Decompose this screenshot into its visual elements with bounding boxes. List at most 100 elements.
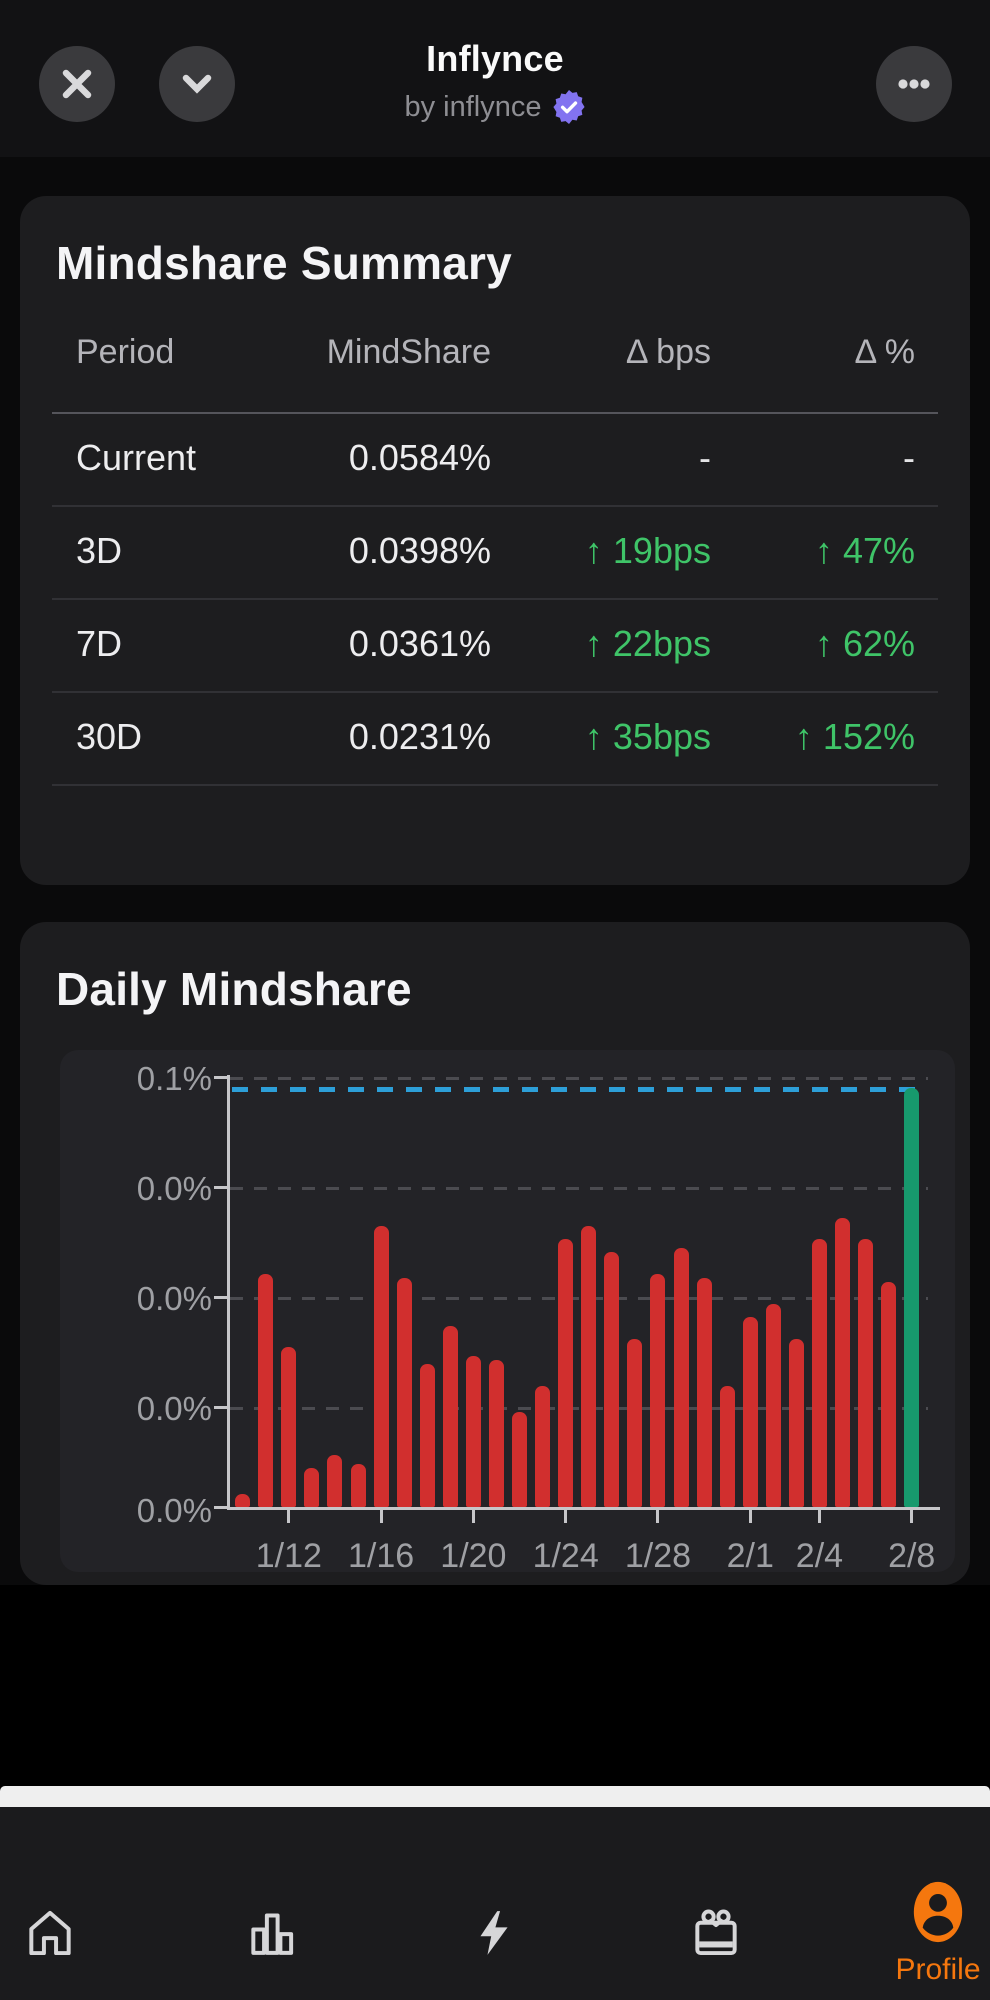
nav-item-leaderboard[interactable] bbox=[207, 1905, 337, 1961]
chart-bar bbox=[765, 1303, 781, 1507]
chevron-down-icon bbox=[182, 74, 212, 94]
chart-bar bbox=[419, 1364, 435, 1507]
column-header-period: Period bbox=[76, 332, 175, 371]
x-tick-label: 2/1 bbox=[726, 1537, 774, 1575]
cell-delta-bps: - bbox=[699, 437, 711, 478]
x-axis-tick bbox=[656, 1509, 660, 1523]
nav-item-rewards[interactable] bbox=[651, 1905, 781, 1961]
home-icon bbox=[29, 1910, 71, 1956]
chart-bar bbox=[650, 1273, 666, 1507]
x-axis-tick bbox=[910, 1509, 914, 1523]
chart-bar bbox=[488, 1360, 504, 1507]
chart-bar bbox=[373, 1226, 389, 1507]
x-tick-label: 1/16 bbox=[348, 1537, 415, 1575]
nav-item-profile[interactable]: Profile bbox=[873, 1879, 990, 1987]
column-header-delta-pct: Δ % bbox=[854, 332, 915, 371]
chart-bar bbox=[904, 1087, 920, 1507]
table-row: 30D 0.0231% ↑ 35bps ↑ 152% bbox=[20, 713, 970, 761]
chart-bar bbox=[396, 1278, 412, 1507]
bar-chart-icon bbox=[251, 1913, 294, 1955]
chart-bar bbox=[719, 1386, 735, 1507]
x-tick-label: 1/12 bbox=[255, 1537, 322, 1575]
chart-bar bbox=[304, 1468, 320, 1507]
y-axis-tick bbox=[214, 1186, 227, 1189]
chart-bar bbox=[465, 1355, 481, 1507]
mindshare-summary-card: Mindshare Summary Period MindShare Δ bps… bbox=[20, 196, 970, 885]
chart-bar bbox=[281, 1347, 297, 1507]
chart-bar bbox=[858, 1239, 874, 1507]
cell-delta-bps: ↑ 22bps bbox=[584, 623, 711, 664]
close-icon bbox=[62, 69, 92, 99]
reference-line bbox=[232, 1087, 926, 1092]
x-axis-tick bbox=[471, 1509, 475, 1523]
chart-plot-area: 1/12 1/16 1/20 1/24 1/28 2/1 2/4 2/8 bbox=[214, 1075, 940, 1575]
y-axis-tick bbox=[214, 1296, 227, 1299]
cell-delta-bps: ↑ 19bps bbox=[584, 530, 711, 571]
x-tick-label: 1/28 bbox=[624, 1537, 692, 1575]
nav-profile-label: Profile bbox=[895, 1953, 981, 1986]
table-row: 3D 0.0398% ↑ 19bps ↑ 47% bbox=[20, 527, 970, 575]
chart-bar bbox=[258, 1273, 274, 1507]
table-row: Current 0.0584% - - bbox=[20, 434, 970, 482]
x-tick-label: 1/20 bbox=[440, 1537, 507, 1575]
table-row: 7D 0.0361% ↑ 22bps ↑ 62% bbox=[20, 620, 970, 668]
more-options-button[interactable] bbox=[876, 46, 952, 122]
nav-item-home[interactable] bbox=[0, 1905, 115, 1961]
cell-period: 7D bbox=[76, 623, 123, 664]
table-divider bbox=[52, 412, 938, 414]
gridline bbox=[230, 1297, 928, 1300]
lightning-bolt-icon bbox=[480, 1911, 508, 1955]
gift-icon bbox=[695, 1909, 737, 1956]
chart-bar bbox=[881, 1282, 897, 1507]
chart-bar bbox=[627, 1338, 643, 1507]
app-header: Inflynce by inflynce bbox=[0, 0, 990, 157]
title-block: Inflynce by inflynce bbox=[250, 38, 740, 124]
collapse-button[interactable] bbox=[159, 46, 235, 122]
close-button[interactable] bbox=[39, 46, 115, 122]
column-header-delta-bps: Δ bps bbox=[625, 332, 711, 371]
verified-badge-icon bbox=[552, 90, 585, 124]
cell-mindshare: 0.0398% bbox=[348, 530, 491, 571]
profile-icon bbox=[913, 1881, 963, 1943]
x-tick-label: 1/24 bbox=[532, 1537, 599, 1575]
chart-bar bbox=[788, 1338, 804, 1507]
y-tick-label: 0.0% bbox=[136, 1390, 212, 1427]
cell-mindshare: 0.0584% bbox=[348, 437, 491, 478]
chart-bar bbox=[673, 1247, 689, 1507]
y-axis-tick bbox=[214, 1506, 227, 1509]
table-header-row: Period MindShare Δ bps Δ % bbox=[20, 328, 970, 376]
chart-bar bbox=[512, 1411, 528, 1507]
chart-bar bbox=[535, 1386, 551, 1507]
chart-bar bbox=[442, 1325, 458, 1507]
chart-bar bbox=[811, 1239, 827, 1507]
column-header-mindshare: MindShare bbox=[326, 332, 491, 371]
chart-bar bbox=[742, 1316, 758, 1507]
y-axis-tick bbox=[214, 1406, 227, 1409]
gridline bbox=[230, 1077, 928, 1080]
x-axis-tick bbox=[564, 1509, 568, 1523]
cell-delta-pct: ↑ 152% bbox=[794, 716, 915, 757]
x-axis-tick bbox=[379, 1509, 383, 1523]
table-divider bbox=[52, 598, 938, 600]
y-tick-label: 0.0% bbox=[136, 1280, 212, 1317]
gridline bbox=[230, 1407, 928, 1410]
y-tick-label: 0.0% bbox=[136, 1170, 212, 1207]
chart-bar bbox=[835, 1217, 851, 1507]
bottom-navbar: Profile bbox=[0, 1807, 990, 2000]
y-axis-tick bbox=[214, 1076, 227, 1079]
nav-item-activity[interactable] bbox=[429, 1905, 559, 1961]
chart-bar bbox=[558, 1239, 574, 1507]
cell-period: 30D bbox=[76, 716, 143, 757]
cell-mindshare: 0.0361% bbox=[348, 623, 491, 664]
cell-delta-pct: ↑ 62% bbox=[814, 623, 915, 664]
chart-bar bbox=[604, 1252, 620, 1507]
x-tick-label: 2/8 bbox=[888, 1537, 936, 1575]
y-tick-label: 0.1% bbox=[136, 1060, 212, 1097]
daily-card-title: Daily Mindshare bbox=[56, 963, 412, 1015]
x-tick-label: 2/4 bbox=[795, 1537, 844, 1575]
more-dots-icon bbox=[898, 79, 930, 89]
chart-bar bbox=[581, 1226, 597, 1507]
chart-bar bbox=[696, 1278, 712, 1507]
cell-period: 3D bbox=[76, 530, 123, 571]
